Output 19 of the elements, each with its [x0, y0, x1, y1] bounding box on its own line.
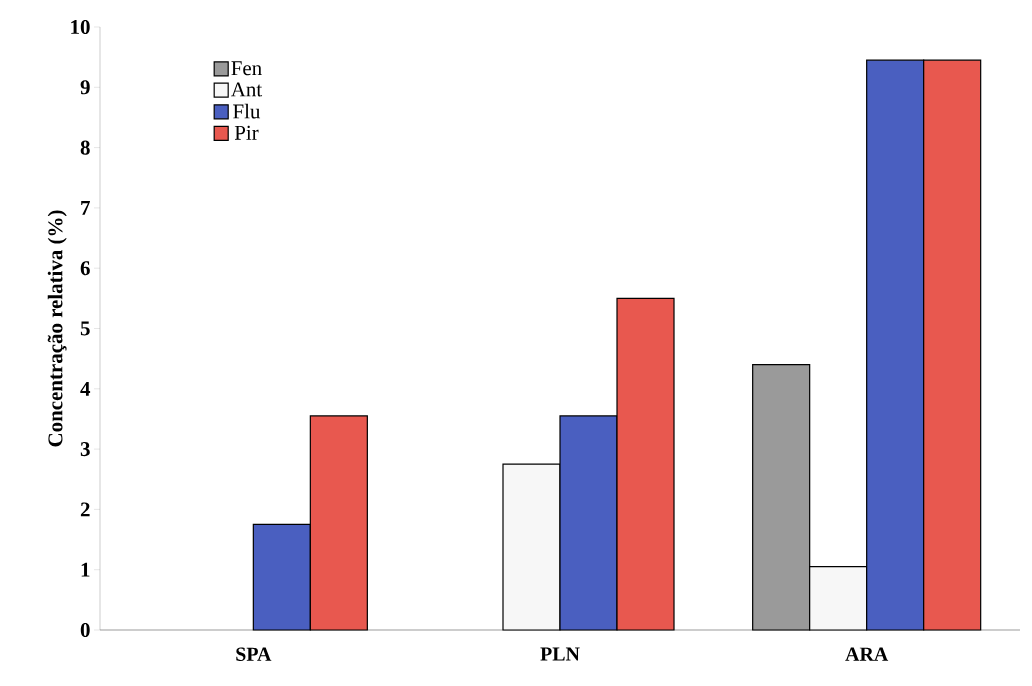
- x-tick-label: ARA: [845, 647, 889, 661]
- y-tick-label: 7: [81, 201, 90, 215]
- x-tick-label: SPA: [236, 647, 272, 661]
- legend-label: Fen: [231, 61, 262, 76]
- legend-label: Pir: [234, 125, 259, 140]
- y-tick-label: 0: [80, 622, 90, 638]
- y-tick-label: 6: [80, 261, 90, 276]
- x-tick-label: PLN: [540, 647, 580, 661]
- legend-label: Ant: [230, 82, 263, 97]
- y-tick-label: 4: [80, 381, 91, 396]
- y-tick-label: 1: [81, 562, 90, 577]
- y-tick-label: 9: [80, 80, 90, 95]
- y-tick-label: 2: [80, 502, 90, 517]
- y-tick-label: 10: [71, 19, 90, 35]
- legend-label: Flu: [233, 103, 261, 119]
- y-tick-label: 5: [80, 321, 90, 336]
- y-tick-label: 3: [80, 442, 90, 457]
- y-axis-title: Concentração relativa (%): [47, 210, 67, 447]
- y-tick-label: 8: [80, 140, 90, 155]
